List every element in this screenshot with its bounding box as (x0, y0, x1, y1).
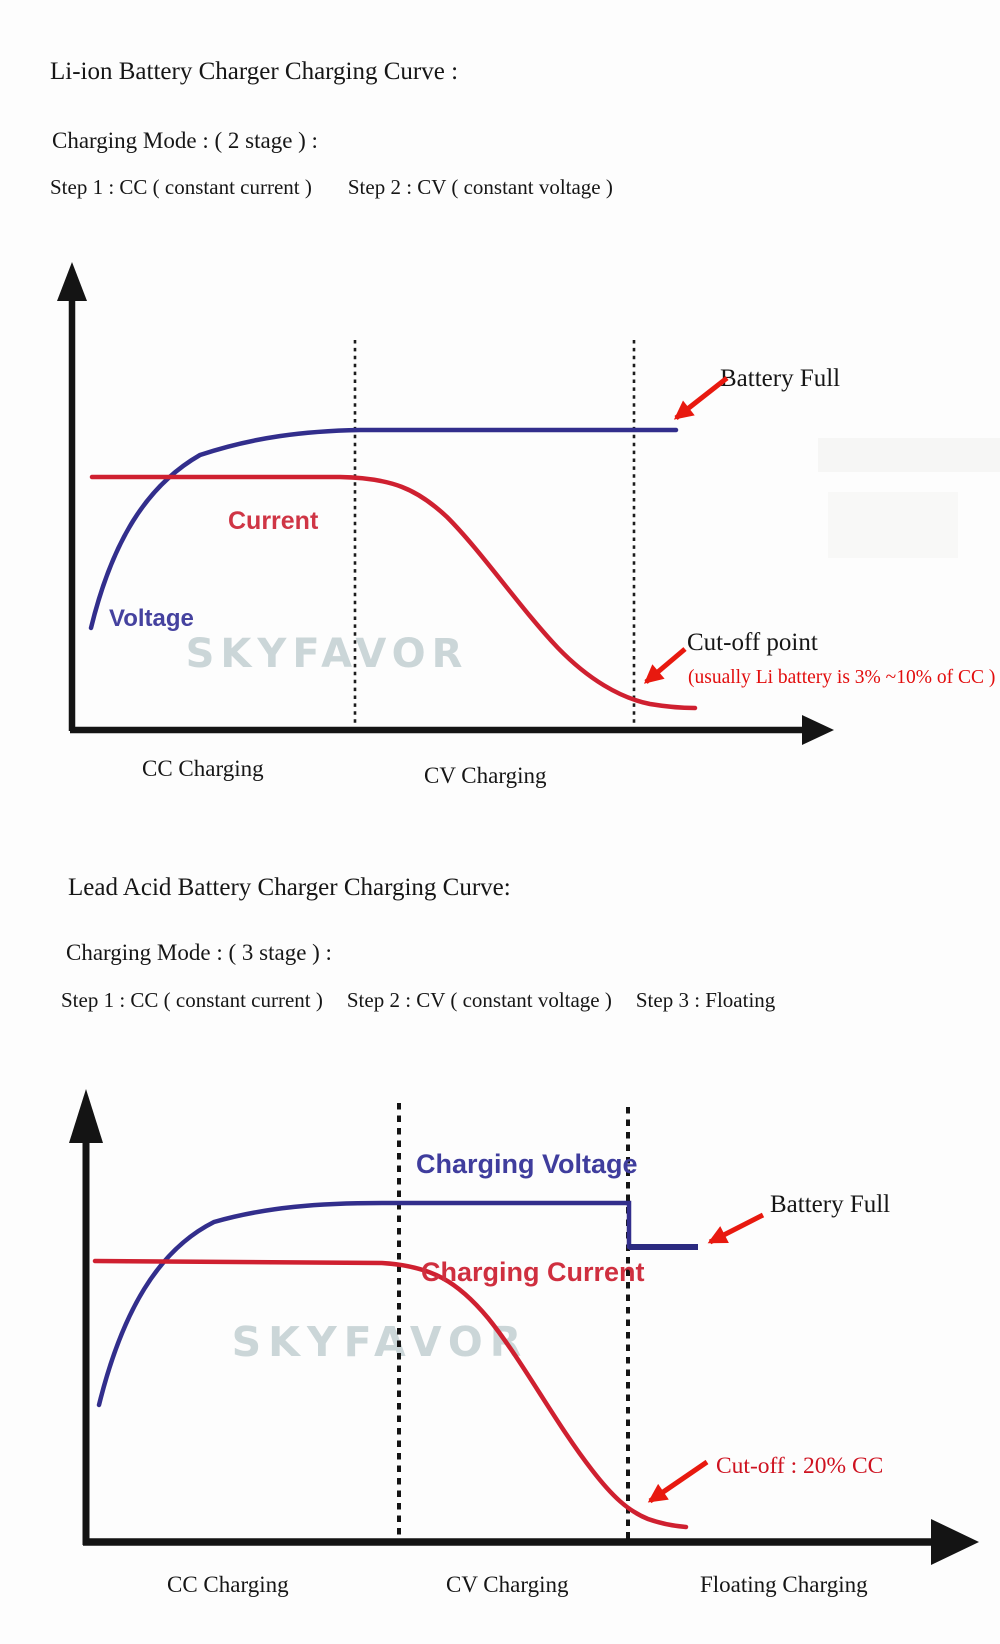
lead-acid-section-title: Lead Acid Battery Charger Charging Curve… (68, 874, 511, 901)
liion-step1: Step 1 : CC ( constant current ) (50, 175, 312, 199)
chart1-stage-label-cv: CV Charging (424, 763, 547, 788)
chart1-y-axis-arrowhead-icon (57, 262, 87, 301)
chart1-current-label: Current (228, 507, 319, 535)
chart2-battery-full-label: Battery Full (770, 1191, 890, 1218)
background-artifact (818, 438, 1000, 472)
liion-step2: Step 2 : CV ( constant voltage ) (347, 175, 613, 199)
lead-acid-step1: Step 1 : CC ( constant current ) (61, 988, 323, 1012)
liion-steps-line: Step 1 : CC ( constant current ) Step 2 :… (50, 175, 613, 200)
chart1-voltage-label: Voltage (109, 605, 194, 632)
chart1-voltage-curve (88, 427, 679, 631)
chart1-cutoff-note: (usually Li battery is 3% ~10% of CC ) (688, 667, 995, 688)
chart1-stage-label-cc: CC Charging (142, 756, 264, 781)
chart2-current-curve (92, 1258, 689, 1530)
chart2-watermark: SKYFAVOR (232, 1318, 529, 1366)
chart2-current-label: Charging Current (421, 1257, 645, 1287)
chart2-lead-acid: SKYFAVOR Charging Voltage Charging Curre… (69, 1089, 979, 1597)
chart1-x-axis-arrowhead-icon (802, 715, 834, 745)
chart2-voltage-label: Charging Voltage (416, 1149, 638, 1179)
chart1-current-curve (89, 474, 698, 711)
chart2-voltage-curve (96, 1200, 632, 1408)
chart2-stage-label-cv: CV Charging (446, 1572, 569, 1597)
chart2-stage-label-floating: Floating Charging (700, 1572, 868, 1597)
chart1-cutoff-label: Cut-off point (687, 629, 818, 656)
lead-acid-step3: Step 3 : Floating (635, 988, 776, 1012)
chart2-cutoff-label: Cut-off : 20% CC (716, 1453, 883, 1479)
chart2-battery-full-arrow-icon (707, 1212, 765, 1245)
lead-acid-charging-mode: Charging Mode : ( 3 stage ) : (66, 940, 332, 965)
liion-section-title: Li-ion Battery Charger Charging Curve : (50, 58, 459, 85)
chart1-battery-full-arrow-icon (673, 376, 729, 420)
chart1-liion: SKYFAVOR Voltage Current Battery Full Cu… (57, 262, 995, 788)
liion-charging-mode: Charging Mode : ( 2 stage ) : (52, 128, 318, 153)
background-artifact (828, 492, 958, 558)
lead-acid-step2: Step 2 : CV ( constant voltage ) (346, 988, 612, 1012)
chart2-stage-label-cc: CC Charging (167, 1572, 289, 1597)
chart1-battery-full-label: Battery Full (720, 365, 840, 392)
chart2-cutoff-arrow-icon (647, 1459, 709, 1504)
lead-acid-steps-line: Step 1 : CC ( constant current ) Step 2 :… (61, 988, 775, 1013)
chart2-x-axis-arrowhead-icon (931, 1519, 979, 1565)
chart1-watermark: SKYFAVOR (186, 631, 469, 677)
chart1-cutoff-arrow-icon (643, 647, 687, 684)
chart2-y-axis-arrowhead-icon (69, 1089, 103, 1143)
